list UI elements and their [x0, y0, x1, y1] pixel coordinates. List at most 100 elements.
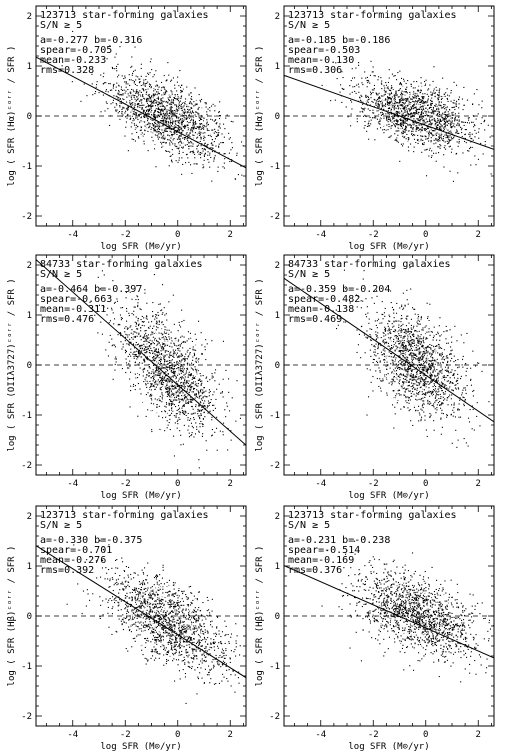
scatter-point: [111, 307, 113, 309]
scatter-point: [400, 98, 402, 100]
scatter-point: [171, 149, 173, 151]
scatter-point: [134, 103, 136, 105]
scatter-point: [458, 124, 460, 126]
scatter-point: [143, 97, 145, 99]
scatter-point: [447, 116, 449, 118]
scatter-point: [384, 355, 386, 357]
scatter-point: [407, 315, 409, 317]
scatter-point: [155, 375, 157, 377]
scatter-point: [134, 109, 136, 111]
scatter-point: [102, 76, 104, 78]
scatter-point: [407, 130, 409, 132]
scatter-point: [409, 123, 411, 125]
scatter-point: [138, 374, 140, 376]
scatter-point: [396, 140, 398, 142]
scatter-point: [444, 108, 446, 110]
scatter-point: [166, 130, 168, 132]
scatter-point: [191, 107, 193, 109]
scatter-point: [146, 98, 148, 100]
x-tick-label: 2: [476, 230, 481, 240]
scatter-point: [157, 111, 159, 113]
scatter-point: [363, 115, 365, 117]
scatter-point: [437, 374, 439, 376]
scatter-point: [422, 345, 424, 347]
scatter-point: [391, 372, 393, 374]
scatter-point: [193, 377, 195, 379]
scatter-point: [357, 83, 359, 85]
scatter-point: [168, 360, 170, 362]
scatter-point: [210, 118, 212, 120]
scatter-point: [194, 381, 196, 383]
scatter-point: [345, 106, 347, 108]
scatter-point: [358, 91, 360, 93]
scatter-point: [147, 105, 149, 107]
scatter-point: [379, 123, 381, 125]
scatter-point: [365, 96, 367, 98]
scatter-point: [153, 128, 155, 130]
scatter-point: [177, 128, 179, 130]
scatter-point: [421, 106, 423, 108]
scatter-point: [463, 104, 465, 106]
scatter-point: [394, 104, 396, 106]
scatter-point: [136, 335, 138, 337]
scatter-point: [170, 388, 172, 390]
scatter-point: [150, 84, 152, 86]
scatter-point: [117, 324, 119, 326]
scatter-point: [197, 410, 199, 412]
scatter-point: [164, 351, 166, 353]
x-axis-label: log SFR (M⊙/yr): [100, 242, 181, 252]
scatter-point: [112, 87, 114, 89]
scatter-point: [136, 355, 138, 357]
scatter-point: [146, 109, 148, 111]
scatter-point: [166, 387, 168, 389]
scatter-point: [380, 118, 382, 120]
scatter-point: [159, 399, 161, 401]
scatter-point: [178, 392, 180, 394]
scatter-point: [421, 102, 423, 104]
scatter-point: [141, 99, 143, 101]
scatter-point: [441, 116, 443, 118]
scatter-point: [164, 379, 166, 381]
scatter-point: [177, 127, 179, 129]
scatter-point: [161, 313, 163, 315]
scatter-point: [380, 95, 382, 97]
scatter-point: [143, 367, 145, 369]
scatter-point: [396, 119, 398, 121]
scatter-point: [422, 102, 424, 104]
scatter-point: [161, 87, 163, 89]
scatter-point: [190, 386, 192, 388]
scatter-point: [173, 374, 175, 376]
scatter-point: [469, 132, 471, 134]
scatter-point: [157, 327, 159, 329]
scatter-point: [423, 109, 425, 111]
scatter-point: [195, 115, 197, 117]
scatter-point: [135, 79, 137, 81]
scatter-point: [214, 138, 216, 140]
scatter-point: [119, 102, 121, 104]
scatter-point: [184, 144, 186, 146]
scatter-point: [404, 116, 406, 118]
scatter-point: [125, 333, 127, 335]
scatter-point: [472, 121, 474, 123]
scatter-point: [417, 378, 419, 380]
scatter-point: [192, 152, 194, 154]
scatter-point: [444, 104, 446, 106]
scatter-point: [385, 99, 387, 101]
scatter-point: [192, 129, 194, 131]
scatter-point: [209, 410, 211, 412]
scatter-point: [424, 128, 426, 130]
scatter-point: [396, 124, 398, 126]
scatter-point: [180, 134, 182, 136]
scatter-point: [143, 140, 145, 142]
scatter-point: [231, 142, 233, 144]
scatter-point: [152, 380, 154, 382]
scatter-point: [415, 112, 417, 114]
scatter-point: [166, 420, 168, 422]
scatter-point: [153, 130, 155, 132]
scatter-point: [135, 354, 137, 356]
scatter-point: [197, 385, 199, 387]
scatter-point: [171, 371, 173, 373]
scatter-point: [183, 368, 185, 370]
scatter-point: [182, 405, 184, 407]
scatter-point: [137, 299, 139, 301]
